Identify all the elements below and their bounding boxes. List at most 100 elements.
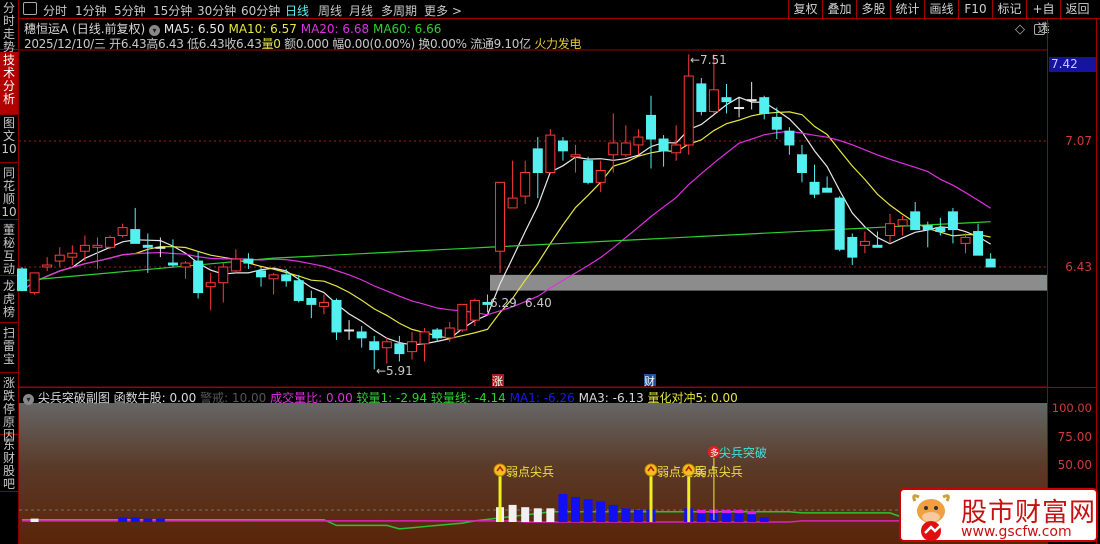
bar-cap: [696, 510, 706, 514]
sidebar-tab[interactable]: 扫雷宝: [0, 325, 18, 373]
float-shares: 流通9.10亿: [470, 37, 531, 51]
stock-name: 穗恒运A (日线.前复权): [24, 22, 146, 36]
candle: [646, 114, 656, 140]
blue-bar: [571, 496, 581, 522]
candle: [482, 301, 493, 305]
ma5-value: MA5: 6.50: [163, 22, 225, 36]
toolbar-button[interactable]: 画线: [924, 0, 958, 19]
candle: [155, 246, 166, 249]
candle: [142, 244, 153, 248]
blue-bar: [633, 510, 643, 522]
sidebar-tab[interactable]: 同花顺10: [0, 166, 18, 220]
sidebar-tab[interactable]: 技术分析: [0, 52, 18, 115]
sub-title: 尖兵突破副图: [37, 391, 110, 405]
candle: [545, 134, 556, 173]
candle: [683, 75, 694, 146]
white-bar: [546, 508, 555, 522]
sidebar-tab[interactable]: 分时走势: [0, 0, 18, 54]
quote-header: 穗恒运A (日线.前复权) ▾ MA5: 6.50 MA10: 6.57 MA2…: [24, 20, 441, 37]
toolbar-button[interactable]: 多股: [856, 0, 890, 19]
period-tab[interactable]: 月线: [349, 4, 374, 18]
panel-toggle-icon[interactable]: [1034, 24, 1045, 35]
signal-icon: [682, 463, 696, 477]
sidebar-tab[interactable]: 涨跌停原因: [0, 375, 18, 442]
diamond-icon[interactable]: ◇: [1015, 22, 1025, 37]
signal-label: 弱点尖兵: [506, 465, 554, 479]
toolbar-button[interactable]: F10: [958, 0, 992, 19]
candle: [885, 223, 896, 236]
candle: [205, 282, 216, 288]
period-tab[interactable]: 60分钟: [241, 4, 281, 18]
event-marker-label: 涨: [492, 375, 503, 388]
candle: [469, 299, 480, 321]
toolbar-button[interactable]: 统计: [890, 0, 924, 19]
sidebar-tab[interactable]: 图文10: [0, 115, 18, 163]
toolbar-button[interactable]: 标记: [992, 0, 1026, 19]
white-bar: [30, 518, 39, 522]
candle: [532, 148, 543, 173]
close: 收6.43: [224, 37, 262, 51]
indicator-value: 量化对冲5: 0.00: [647, 391, 738, 405]
candle: [256, 270, 267, 278]
candle: [293, 280, 304, 301]
candle: [394, 343, 405, 355]
dropdown-icon[interactable]: ▾: [23, 394, 34, 405]
period-tab[interactable]: 更多 >: [424, 4, 462, 18]
candle: [281, 274, 292, 282]
period-tab[interactable]: 日线: [285, 4, 310, 18]
candle: [381, 341, 392, 349]
turnover: 换0.00%: [418, 37, 467, 51]
low-price-annotation: ←5.91: [376, 364, 413, 378]
support-zone: [490, 274, 1047, 291]
candle: [29, 272, 40, 294]
period-tab[interactable]: 周线: [318, 4, 343, 18]
candle: [230, 258, 241, 272]
candle: [620, 142, 631, 156]
period-tab[interactable]: 分时: [43, 4, 68, 18]
blue-bar: [747, 511, 757, 522]
ma10-value: MA10: 6.57: [228, 22, 297, 36]
toolbar-button[interactable]: 复权: [788, 0, 822, 19]
logo-url: www.gscfw.com: [961, 524, 1072, 540]
candle: [746, 99, 757, 102]
candle: [809, 181, 820, 195]
candle: [344, 329, 355, 332]
candle: [42, 264, 53, 268]
bar-cap: [734, 510, 744, 514]
candle: [369, 341, 380, 351]
price-annotation: 6.40: [525, 296, 552, 310]
chevron-up-icon: [685, 465, 693, 472]
indicator-value: 较量线: -4.14: [430, 391, 506, 405]
dropdown-icon[interactable]: ▾: [149, 25, 161, 36]
white-bar: [521, 507, 530, 522]
ma5-line: [21, 96, 991, 346]
bar-cap: [747, 511, 757, 515]
signal-icon: [493, 463, 507, 477]
layout-toggle-icon[interactable]: [23, 2, 37, 15]
toolbar-button[interactable]: 叠加: [822, 0, 856, 19]
concept-tag[interactable]: 火力发电: [534, 37, 582, 51]
low: 低6.43: [187, 37, 225, 51]
price-axis: 7.42 7.07 6.43 100.00 75.00 50.00: [1047, 19, 1097, 544]
candle: [935, 227, 946, 233]
candle: [985, 258, 996, 268]
period-tab[interactable]: 多周期: [381, 4, 418, 18]
event-marker: [492, 374, 504, 386]
blue-bar: [721, 510, 731, 522]
period-tab[interactable]: 15分钟: [153, 4, 193, 18]
blue-bar: [734, 510, 744, 522]
event-marker-label: 财: [644, 374, 655, 388]
sub-magenta-line: [22, 520, 991, 523]
period-tab[interactable]: 30分钟: [197, 4, 237, 18]
sidebar-tab[interactable]: 龙虎榜: [0, 278, 18, 323]
period-tab[interactable]: 5分钟: [114, 4, 146, 18]
candle: [708, 89, 719, 112]
candle: [167, 262, 178, 266]
breakout-icon: [707, 446, 720, 458]
toolbar-button[interactable]: 返回: [1060, 0, 1094, 19]
period-tab[interactable]: 1分钟: [75, 4, 107, 18]
sidebar-tab[interactable]: 东财股吧: [0, 437, 18, 492]
sidebar-tab[interactable]: 董秘互动: [0, 222, 18, 276]
blue-bar: [130, 517, 140, 522]
